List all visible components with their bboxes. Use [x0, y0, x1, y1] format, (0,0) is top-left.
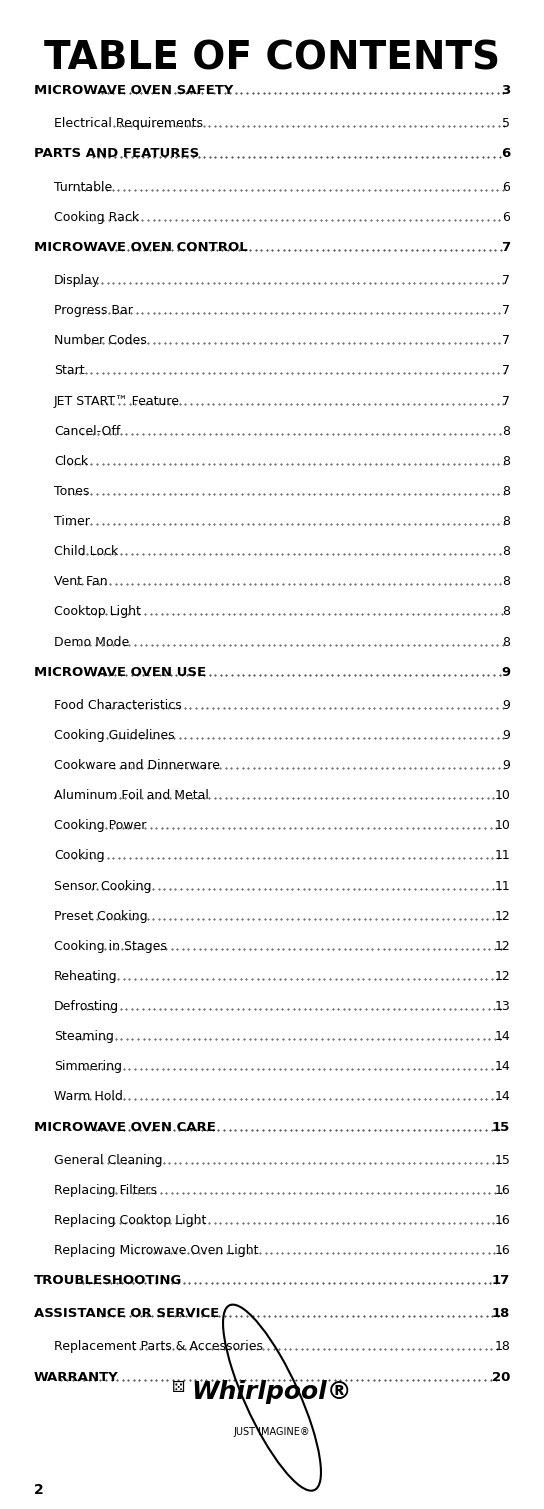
Text: 8: 8 [502, 605, 510, 619]
Text: JET START™ Feature: JET START™ Feature [54, 394, 180, 407]
Text: PARTS AND FEATURES: PARTS AND FEATURES [34, 148, 199, 160]
Text: 9: 9 [502, 699, 510, 712]
Text: Whirlpool®: Whirlpool® [191, 1379, 353, 1403]
Text: JUST IMAGINE®: JUST IMAGINE® [234, 1428, 310, 1437]
Text: TABLE OF CONTENTS: TABLE OF CONTENTS [44, 39, 500, 77]
Text: Cooktop Light: Cooktop Light [54, 605, 141, 619]
Text: Cooking: Cooking [54, 850, 105, 862]
Text: 6: 6 [502, 211, 510, 223]
Text: 18: 18 [494, 1340, 510, 1354]
Text: 6: 6 [501, 148, 510, 160]
Text: Electrical Requirements: Electrical Requirements [54, 118, 203, 130]
Text: 16: 16 [494, 1183, 510, 1197]
Text: 2: 2 [34, 1483, 44, 1497]
Text: 14: 14 [494, 1061, 510, 1073]
Text: TROUBLESHOOTING: TROUBLESHOOTING [34, 1274, 182, 1287]
Text: 12: 12 [494, 940, 510, 952]
Text: MICROWAVE OVEN SAFETY: MICROWAVE OVEN SAFETY [34, 85, 233, 97]
Text: 8: 8 [502, 484, 510, 498]
Text: 10: 10 [494, 789, 510, 803]
Text: Progress Bar: Progress Bar [54, 305, 133, 317]
Text: Clock: Clock [54, 454, 88, 468]
Text: ⚄: ⚄ [172, 1379, 185, 1394]
Text: 10: 10 [494, 819, 510, 833]
Text: 15: 15 [494, 1154, 510, 1166]
Text: Sensor Cooking: Sensor Cooking [54, 880, 152, 892]
Text: 9: 9 [502, 729, 510, 742]
Text: Start: Start [54, 364, 85, 377]
Text: MICROWAVE OVEN CONTROL: MICROWAVE OVEN CONTROL [34, 241, 248, 254]
Text: 7: 7 [502, 394, 510, 407]
Text: 8: 8 [502, 575, 510, 589]
Text: Tones: Tones [54, 484, 90, 498]
Text: 6: 6 [502, 181, 510, 193]
Text: 18: 18 [492, 1307, 510, 1320]
Text: WARRANTY: WARRANTY [34, 1370, 119, 1384]
Text: 8: 8 [502, 454, 510, 468]
Text: Replacing Cooktop Light: Replacing Cooktop Light [54, 1213, 207, 1227]
Text: MICROWAVE OVEN USE: MICROWAVE OVEN USE [34, 665, 206, 679]
Text: Timer: Timer [54, 515, 90, 528]
Text: 5: 5 [502, 118, 510, 130]
Text: 11: 11 [494, 880, 510, 892]
Text: 9: 9 [501, 665, 510, 679]
Text: Replacing Microwave Oven Light: Replacing Microwave Oven Light [54, 1243, 258, 1257]
Text: 13: 13 [494, 1000, 510, 1013]
Text: Turntable: Turntable [54, 181, 113, 193]
Text: Cooking Rack: Cooking Rack [54, 211, 139, 223]
Text: Simmering: Simmering [54, 1061, 122, 1073]
Text: 8: 8 [502, 545, 510, 558]
Text: 3: 3 [501, 85, 510, 97]
Text: 7: 7 [502, 364, 510, 377]
Text: Cooking Power: Cooking Power [54, 819, 146, 833]
Text: Reheating: Reheating [54, 970, 118, 982]
Text: 16: 16 [494, 1243, 510, 1257]
Text: ASSISTANCE OR SERVICE: ASSISTANCE OR SERVICE [34, 1307, 219, 1320]
Text: Display: Display [54, 275, 100, 287]
Text: Warm Hold: Warm Hold [54, 1091, 123, 1103]
Text: Aluminum Foil and Metal: Aluminum Foil and Metal [54, 789, 209, 803]
Text: Preset Cooking: Preset Cooking [54, 910, 148, 922]
Text: 17: 17 [492, 1274, 510, 1287]
Text: Replacing Filters: Replacing Filters [54, 1183, 157, 1197]
Text: 12: 12 [494, 970, 510, 982]
Text: Cancel-Off: Cancel-Off [54, 424, 120, 438]
Text: MICROWAVE OVEN CARE: MICROWAVE OVEN CARE [34, 1121, 216, 1133]
Text: 7: 7 [502, 275, 510, 287]
Text: 9: 9 [502, 759, 510, 773]
Text: 8: 8 [502, 515, 510, 528]
Text: 14: 14 [494, 1031, 510, 1043]
Text: 12: 12 [494, 910, 510, 922]
Text: 14: 14 [494, 1091, 510, 1103]
Text: 15: 15 [492, 1121, 510, 1133]
Text: Defrosting: Defrosting [54, 1000, 119, 1013]
Text: General Cleaning: General Cleaning [54, 1154, 163, 1166]
Text: Vent Fan: Vent Fan [54, 575, 108, 589]
Text: Number Codes: Number Codes [54, 335, 147, 347]
Text: 7: 7 [502, 305, 510, 317]
Text: Cooking in Stages: Cooking in Stages [54, 940, 167, 952]
Text: 16: 16 [494, 1213, 510, 1227]
Text: 11: 11 [494, 850, 510, 862]
Text: Food Characteristics: Food Characteristics [54, 699, 182, 712]
Text: Child Lock: Child Lock [54, 545, 119, 558]
Text: 8: 8 [502, 635, 510, 649]
Text: 20: 20 [492, 1370, 510, 1384]
Text: Steaming: Steaming [54, 1031, 114, 1043]
Text: Replacement Parts & Accessories: Replacement Parts & Accessories [54, 1340, 263, 1354]
Text: 7: 7 [502, 335, 510, 347]
Text: 8: 8 [502, 424, 510, 438]
Text: 7: 7 [501, 241, 510, 254]
Text: Demo Mode: Demo Mode [54, 635, 129, 649]
Text: Cookware and Dinnerware: Cookware and Dinnerware [54, 759, 220, 773]
Text: Cooking Guidelines: Cooking Guidelines [54, 729, 175, 742]
